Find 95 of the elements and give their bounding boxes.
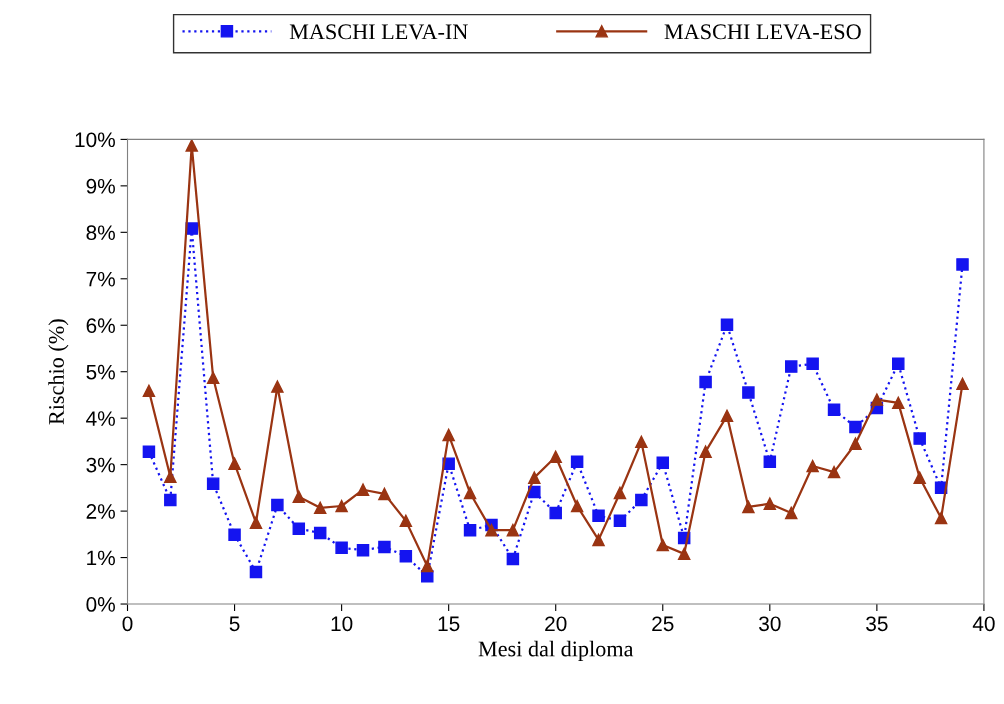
point: [292, 522, 306, 536]
point: [827, 403, 841, 417]
point: [442, 428, 455, 442]
point: [164, 470, 177, 483]
point: [592, 533, 605, 547]
x-tick-label: 20: [545, 616, 567, 632]
point: [613, 486, 627, 500]
x-tick-label: 5: [229, 616, 240, 632]
point: [699, 375, 712, 389]
y-tick-label: 8%: [86, 225, 115, 241]
point: [635, 493, 648, 507]
y-tick-label: 4%: [86, 411, 115, 426]
point: [506, 552, 520, 566]
y-tick-label: 2%: [86, 504, 115, 519]
point: [528, 471, 541, 484]
point: [142, 384, 156, 398]
point: [870, 393, 884, 406]
x-tick-label: 25: [652, 616, 674, 632]
point: [549, 450, 562, 463]
point: [849, 420, 862, 434]
point: [784, 360, 798, 373]
point: [806, 459, 819, 473]
x-tick-label: 30: [759, 616, 781, 632]
point: [677, 547, 691, 561]
point: [913, 471, 926, 484]
x-tick-label: 35: [866, 616, 888, 632]
point: [742, 500, 755, 514]
point: [763, 497, 777, 510]
point: [249, 516, 263, 529]
point: [228, 457, 241, 470]
point: [806, 357, 819, 371]
point: [356, 483, 370, 496]
point: [656, 538, 670, 552]
point: [249, 565, 263, 579]
point: [956, 377, 969, 391]
point: [506, 523, 520, 537]
point: [292, 490, 306, 503]
point: [827, 465, 841, 479]
point: [463, 486, 477, 500]
y-tick-label: 1%: [87, 550, 115, 566]
point: [206, 371, 220, 385]
x-tick-label: 10: [331, 616, 353, 632]
y-tick-label: 0%: [86, 597, 115, 612]
point: [720, 409, 734, 423]
x-tick-label: 0: [122, 616, 133, 632]
y-tick-label: 9%: [86, 178, 115, 194]
point: [892, 357, 905, 371]
point: [849, 437, 862, 450]
point: [335, 541, 348, 555]
point: [742, 386, 755, 399]
point: [228, 528, 241, 542]
point: [570, 455, 584, 469]
point: [185, 139, 198, 152]
legend-label: MASCHI LEVA-IN: [289, 24, 468, 40]
point: [356, 543, 370, 557]
y-tick-label: 6%: [86, 318, 115, 333]
point: [399, 549, 413, 563]
y-tick-label: 3%: [86, 457, 115, 473]
point: [956, 258, 969, 271]
point: [142, 445, 156, 458]
point: [592, 509, 605, 523]
point: [271, 498, 284, 512]
point: [164, 493, 177, 507]
point: [421, 559, 434, 573]
point: [763, 455, 777, 469]
x-tick-label: 40: [972, 616, 995, 632]
point: [335, 499, 348, 513]
y-tick-label: 10%: [75, 132, 115, 148]
legend-label: MASCHI LEVA-ESO: [664, 24, 861, 40]
point: [570, 499, 584, 513]
point: [378, 540, 391, 554]
point: [934, 511, 948, 525]
point: [720, 318, 734, 332]
x-axis-title: Mesi dal diploma: [478, 640, 634, 661]
point: [399, 514, 413, 528]
point: [313, 526, 327, 540]
point: [892, 396, 905, 410]
point: [271, 380, 284, 393]
point: [313, 501, 327, 515]
point: [378, 487, 391, 501]
point: [699, 445, 712, 458]
point: [485, 523, 498, 537]
point: [463, 523, 477, 537]
point: [549, 506, 562, 520]
point: [784, 506, 798, 520]
y-tick-label: 5%: [86, 364, 115, 380]
point: [635, 435, 648, 449]
point: [613, 514, 627, 528]
point: [656, 456, 670, 470]
point: [528, 485, 541, 499]
point: [913, 432, 926, 445]
y-axis-title: Rischio (%): [48, 319, 69, 425]
point: [206, 477, 220, 490]
y-tick-label: 7%: [86, 271, 115, 287]
x-tick-label: 15: [438, 616, 460, 632]
